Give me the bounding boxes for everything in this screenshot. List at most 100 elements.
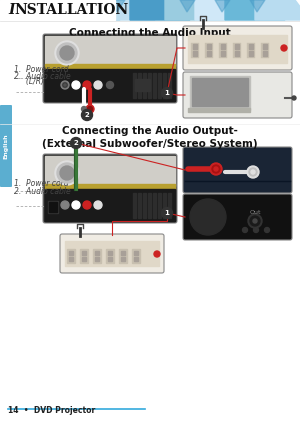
Bar bbox=[221, 51, 225, 56]
Circle shape bbox=[108, 83, 112, 87]
Bar bbox=[249, 44, 253, 49]
Bar bbox=[134, 257, 138, 261]
Bar bbox=[193, 51, 197, 56]
Bar bbox=[168, 73, 171, 98]
Circle shape bbox=[55, 41, 79, 65]
FancyBboxPatch shape bbox=[183, 26, 292, 70]
Circle shape bbox=[57, 163, 77, 183]
Bar bbox=[95, 257, 99, 261]
Circle shape bbox=[197, 206, 219, 228]
Bar bbox=[188, 35, 287, 63]
Polygon shape bbox=[165, 0, 225, 20]
Polygon shape bbox=[75, 0, 90, 12]
Circle shape bbox=[247, 166, 259, 178]
Circle shape bbox=[83, 81, 91, 89]
Polygon shape bbox=[180, 0, 195, 12]
Polygon shape bbox=[215, 0, 230, 12]
FancyBboxPatch shape bbox=[43, 154, 177, 223]
Text: Connecting the Audio Output-
(External Subwoofer/Stereo System): Connecting the Audio Output- (External S… bbox=[42, 126, 258, 149]
Circle shape bbox=[193, 202, 223, 232]
Bar bbox=[191, 43, 199, 58]
Circle shape bbox=[85, 83, 89, 87]
Polygon shape bbox=[225, 0, 285, 20]
Text: 14  •  DVD Projector: 14 • DVD Projector bbox=[8, 406, 95, 415]
Bar bbox=[45, 36, 175, 66]
Bar bbox=[121, 257, 125, 261]
Circle shape bbox=[57, 43, 77, 63]
Text: 1: 1 bbox=[165, 90, 170, 96]
Polygon shape bbox=[40, 0, 55, 12]
Polygon shape bbox=[0, 0, 60, 20]
Bar bbox=[192, 78, 248, 106]
Bar bbox=[45, 189, 175, 221]
Bar bbox=[153, 73, 156, 98]
Text: Connecting the Audio Input: Connecting the Audio Input bbox=[69, 28, 231, 38]
Circle shape bbox=[242, 227, 247, 233]
Bar bbox=[153, 193, 156, 218]
Circle shape bbox=[95, 83, 101, 87]
Circle shape bbox=[72, 81, 80, 89]
Bar bbox=[132, 249, 140, 263]
Circle shape bbox=[61, 201, 69, 209]
Polygon shape bbox=[190, 76, 250, 110]
Circle shape bbox=[212, 165, 220, 173]
Bar bbox=[163, 73, 166, 98]
Bar bbox=[168, 193, 171, 218]
Circle shape bbox=[55, 161, 79, 185]
Bar bbox=[235, 44, 239, 49]
Polygon shape bbox=[60, 0, 120, 20]
FancyBboxPatch shape bbox=[183, 147, 292, 193]
Bar bbox=[133, 73, 136, 98]
Bar bbox=[65, 241, 159, 266]
Bar bbox=[82, 257, 86, 261]
Circle shape bbox=[60, 46, 74, 60]
FancyBboxPatch shape bbox=[60, 234, 164, 273]
Bar bbox=[133, 193, 136, 218]
Polygon shape bbox=[195, 0, 260, 20]
FancyBboxPatch shape bbox=[183, 72, 292, 118]
FancyBboxPatch shape bbox=[0, 105, 12, 187]
Text: 2: 2 bbox=[85, 112, 89, 118]
Text: English: English bbox=[4, 133, 8, 159]
Bar bbox=[143, 73, 146, 98]
Circle shape bbox=[249, 168, 257, 176]
Polygon shape bbox=[30, 0, 90, 20]
Bar bbox=[69, 257, 73, 261]
Circle shape bbox=[82, 106, 86, 112]
Bar bbox=[108, 251, 112, 255]
Circle shape bbox=[62, 83, 68, 87]
Bar bbox=[138, 193, 141, 218]
Circle shape bbox=[161, 207, 172, 219]
Bar bbox=[0, 0, 300, 20]
Bar bbox=[49, 202, 57, 212]
Bar bbox=[108, 257, 112, 261]
Text: Out: Out bbox=[249, 210, 261, 216]
Circle shape bbox=[201, 210, 215, 224]
Circle shape bbox=[83, 201, 91, 209]
Bar bbox=[67, 249, 75, 263]
Circle shape bbox=[86, 105, 94, 113]
Bar bbox=[207, 44, 211, 49]
Polygon shape bbox=[95, 0, 155, 20]
Text: (L/R): (L/R) bbox=[14, 77, 44, 86]
Circle shape bbox=[74, 83, 79, 87]
Circle shape bbox=[214, 167, 218, 171]
Bar bbox=[119, 249, 127, 263]
Bar bbox=[45, 184, 175, 189]
Polygon shape bbox=[5, 0, 20, 12]
Bar bbox=[0, 0, 115, 20]
Bar bbox=[261, 43, 269, 58]
Circle shape bbox=[204, 213, 212, 221]
Circle shape bbox=[88, 106, 92, 112]
Bar bbox=[48, 201, 58, 213]
Circle shape bbox=[254, 227, 259, 233]
Circle shape bbox=[161, 87, 172, 98]
Bar bbox=[263, 51, 267, 56]
FancyBboxPatch shape bbox=[183, 194, 292, 240]
Circle shape bbox=[248, 214, 262, 228]
Bar bbox=[95, 251, 99, 255]
Text: 1.  Power cord: 1. Power cord bbox=[14, 65, 69, 74]
Text: NSTALLATION: NSTALLATION bbox=[14, 3, 128, 17]
Bar bbox=[138, 73, 141, 98]
Text: 2.  Audio cable: 2. Audio cable bbox=[14, 72, 71, 81]
